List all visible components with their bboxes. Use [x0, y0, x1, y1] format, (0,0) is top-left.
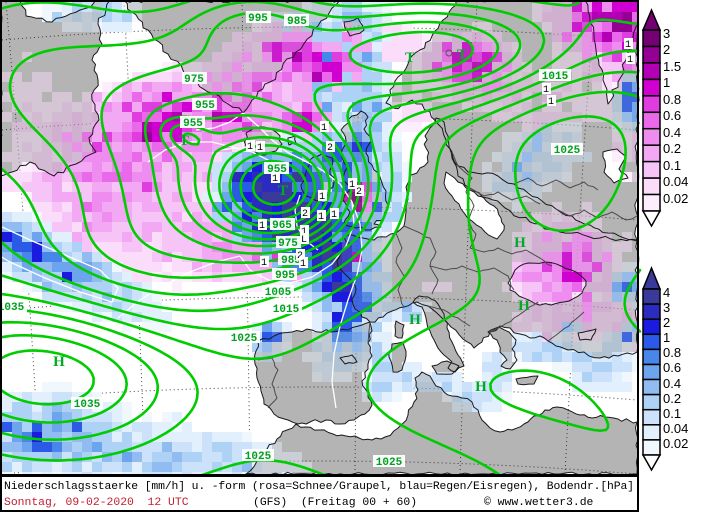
svg-text:4: 4 [663, 285, 670, 300]
svg-text:0.4: 0.4 [663, 376, 681, 391]
svg-text:0.04: 0.04 [663, 421, 688, 436]
svg-text:1015: 1015 [273, 304, 300, 316]
svg-text:0.02: 0.02 [663, 191, 688, 206]
svg-text:995: 995 [248, 13, 268, 25]
svg-text:975: 975 [184, 74, 204, 86]
svg-text:1: 1 [543, 85, 549, 96]
svg-text:2: 2 [302, 209, 308, 220]
svg-text:2: 2 [663, 42, 670, 57]
svg-text:3: 3 [663, 26, 670, 41]
svg-text:1: 1 [663, 330, 670, 345]
svg-text:955: 955 [195, 100, 215, 112]
svg-text:1035: 1035 [0, 302, 25, 314]
svg-text:1: 1 [627, 55, 633, 66]
svg-text:0.2: 0.2 [663, 141, 681, 156]
svg-text:2: 2 [327, 143, 333, 154]
svg-text:Niederschlagsstaerke [mm/h] u.: Niederschlagsstaerke [mm/h] u. -form (ro… [4, 481, 634, 493]
svg-text:0.1: 0.1 [663, 158, 681, 173]
svg-text:1: 1 [261, 258, 267, 269]
svg-text:1: 1 [331, 210, 337, 221]
svg-text:1025: 1025 [245, 451, 272, 463]
svg-text:1: 1 [259, 221, 265, 232]
svg-text:H: H [53, 354, 65, 370]
svg-text:Sonntag, 09-02-2020 12 UTC: Sonntag, 09-02-2020 12 UTC [4, 497, 189, 509]
svg-text:1: 1 [300, 259, 306, 270]
svg-text:965: 965 [272, 220, 292, 232]
svg-text:0.04: 0.04 [663, 174, 688, 189]
svg-text:2: 2 [297, 251, 303, 262]
svg-text:© www.wetter3.de: © www.wetter3.de [484, 497, 594, 509]
svg-text:2: 2 [356, 187, 362, 198]
svg-text:1: 1 [318, 212, 324, 223]
svg-text:1025: 1025 [231, 333, 258, 345]
svg-text:0.6: 0.6 [663, 360, 681, 375]
svg-text:955: 955 [183, 118, 203, 130]
svg-text:3: 3 [663, 300, 670, 315]
svg-text:T: T [457, 47, 467, 63]
svg-text:1025: 1025 [376, 457, 403, 469]
svg-text:2: 2 [663, 315, 670, 330]
svg-text:(GFS) (Freitag 00 + 60): (GFS) (Freitag 00 + 60) [253, 497, 417, 509]
svg-text:L: L [301, 235, 307, 246]
svg-text:1: 1 [349, 180, 355, 191]
svg-text:0.8: 0.8 [663, 92, 681, 107]
svg-text:H: H [409, 312, 421, 328]
svg-text:H: H [518, 298, 530, 314]
svg-text:1: 1 [272, 174, 278, 185]
svg-text:1005: 1005 [265, 287, 292, 299]
svg-text:1: 1 [257, 143, 263, 154]
svg-text:1035: 1035 [74, 399, 101, 411]
svg-text:H: H [475, 379, 487, 395]
svg-text:1: 1 [321, 123, 327, 134]
svg-text:0.6: 0.6 [663, 108, 681, 123]
svg-text:1015: 1015 [542, 71, 569, 83]
svg-text:0.4: 0.4 [663, 125, 681, 140]
svg-text:T: T [179, 133, 189, 149]
svg-text:H: H [514, 235, 526, 251]
svg-text:975: 975 [278, 238, 298, 250]
svg-text:0.2: 0.2 [663, 391, 681, 406]
svg-text:0.02: 0.02 [663, 436, 688, 451]
svg-text:1: 1 [663, 75, 670, 90]
svg-text:T: T [405, 50, 415, 66]
svg-text:1: 1 [548, 97, 554, 108]
svg-text:0.1: 0.1 [663, 406, 681, 421]
svg-text:1: 1 [625, 40, 631, 51]
svg-text:1: 1 [319, 192, 325, 203]
svg-text:T: T [278, 183, 288, 199]
svg-text:1: 1 [301, 227, 307, 238]
svg-text:1.5: 1.5 [663, 59, 681, 74]
svg-text:1025: 1025 [554, 145, 581, 157]
svg-text:0.8: 0.8 [663, 345, 681, 360]
svg-text:995: 995 [275, 270, 295, 282]
svg-text:985: 985 [287, 16, 307, 28]
svg-text:1: 1 [247, 142, 253, 153]
